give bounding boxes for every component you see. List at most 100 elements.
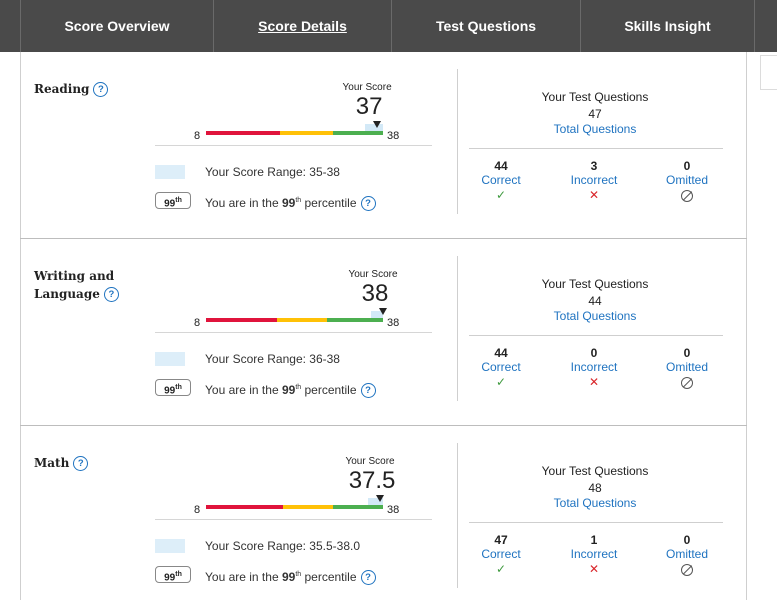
omitted-stat[interactable]: 0 Omitted (647, 159, 727, 206)
help-icon[interactable]: ? (73, 456, 89, 471)
bar-segment-mid (276, 318, 327, 322)
omit-icon (681, 564, 693, 576)
questions-divider (469, 148, 723, 149)
incorrect-count: 1 (590, 533, 598, 547)
correct-stat[interactable]: 47 Correct ✓ (461, 533, 541, 577)
section-title: Writing and Language? (34, 267, 119, 303)
tab-skills-insight[interactable]: Skills Insight (580, 0, 755, 52)
percentile-badge-suffix: th (175, 384, 182, 391)
bar-segment-mid (279, 131, 333, 135)
percentile-badge: 99th (155, 379, 191, 396)
percentile-badge: 99th (155, 192, 191, 209)
section-divider (457, 443, 458, 588)
total-questions-count: 48 (588, 481, 602, 495)
omit-icon (681, 190, 693, 202)
score-value: 37 (355, 93, 383, 120)
incorrect-icon-wrap: ✕ (554, 375, 634, 390)
score-marker-icon (376, 495, 385, 502)
help-icon[interactable]: ? (103, 287, 119, 302)
percentile-text: You are in the 99th percentile? (205, 568, 376, 586)
scale-axis-line (155, 332, 432, 333)
correct-stat[interactable]: 44 Correct ✓ (461, 159, 541, 203)
help-icon[interactable]: ? (360, 383, 376, 399)
tab-score-overview[interactable]: Score Overview (20, 0, 213, 52)
correct-count: 47 (494, 533, 508, 547)
correct-label[interactable]: Correct (481, 360, 521, 374)
x-icon: ✕ (588, 562, 600, 576)
side-scroll-stub (760, 55, 777, 90)
bar-segment-low (206, 318, 277, 322)
total-questions-link[interactable]: Total Questions (553, 122, 637, 136)
omitted-count: 0 (683, 159, 691, 173)
score-range-shade (371, 311, 383, 318)
questions-divider (469, 522, 723, 523)
x-icon: ✕ (588, 188, 600, 202)
incorrect-label[interactable]: Incorrect (570, 360, 618, 374)
x-icon: ✕ (588, 375, 600, 389)
correct-count: 44 (494, 159, 508, 173)
incorrect-label[interactable]: Incorrect (570, 547, 618, 561)
omitted-label[interactable]: Omitted (665, 360, 708, 374)
percentile-suffix: th (295, 197, 302, 204)
percentile-suffix: th (295, 384, 302, 391)
help-icon[interactable]: ? (93, 82, 109, 97)
score-marker-icon (373, 121, 382, 128)
omitted-label[interactable]: Omitted (665, 173, 708, 187)
percentile-number: 99 (281, 383, 296, 397)
section-title-line: Writing and (34, 269, 115, 283)
score-details-panel (20, 52, 747, 600)
percentile-prefix: You are in the (205, 383, 282, 397)
incorrect-label[interactable]: Incorrect (570, 173, 618, 187)
tab-label: Skills Insight (624, 18, 711, 34)
score-section (20, 239, 747, 426)
help-icon[interactable]: ? (360, 196, 376, 212)
omitted-stat[interactable]: 0 Omitted (647, 346, 727, 393)
correct-icon-wrap: ✓ (461, 562, 541, 577)
percentile-badge-suffix: th (175, 197, 182, 204)
incorrect-stat[interactable]: 1 Incorrect ✕ (554, 533, 634, 577)
score-value: 38 (361, 280, 389, 307)
your-score-label: Your Score (345, 456, 395, 467)
scale-axis-line (155, 145, 432, 146)
omitted-stat[interactable]: 0 Omitted (647, 533, 727, 580)
percentile-badge: 99th (155, 566, 191, 583)
scale-axis-line (155, 519, 432, 520)
scale-max-label: 38 (387, 130, 400, 142)
percentile-text: You are in the 99th percentile? (205, 381, 376, 399)
correct-label[interactable]: Correct (481, 173, 521, 187)
correct-count: 44 (494, 346, 508, 360)
percentile-word: percentile (301, 196, 357, 210)
incorrect-stat[interactable]: 3 Incorrect ✕ (554, 159, 634, 203)
range-legend-swatch (155, 165, 185, 179)
tab-label: Score Details (258, 18, 347, 34)
correct-icon-wrap: ✓ (461, 375, 541, 390)
total-questions-link[interactable]: Total Questions (553, 309, 637, 323)
total-questions-count: 47 (588, 107, 602, 121)
score-range-text: Your Score Range: 36-38 (205, 352, 340, 366)
tab-test-questions[interactable]: Test Questions (391, 0, 580, 52)
tab-score-details[interactable]: Score Details (213, 0, 391, 52)
total-questions-link[interactable]: Total Questions (553, 496, 637, 510)
score-range-text: Your Score Range: 35.5-38.0 (205, 539, 360, 553)
scale-min-label: 8 (194, 317, 201, 329)
correct-label[interactable]: Correct (481, 547, 521, 561)
incorrect-stat[interactable]: 0 Incorrect ✕ (554, 346, 634, 390)
percentile-prefix: You are in the (205, 570, 282, 584)
test-questions-title: Your Test Questions (541, 277, 649, 291)
scale-min-label: 8 (194, 130, 201, 142)
percentile-word: percentile (301, 570, 357, 584)
help-icon[interactable]: ? (360, 570, 376, 586)
section-divider (457, 256, 458, 401)
correct-stat[interactable]: 44 Correct ✓ (461, 346, 541, 390)
tab-label: Test Questions (435, 18, 537, 34)
omitted-label[interactable]: Omitted (665, 547, 708, 561)
incorrect-count: 0 (590, 346, 598, 360)
bar-segment-mid (282, 505, 333, 509)
check-icon: ✓ (495, 562, 507, 576)
bar-segment-low (206, 131, 280, 135)
scale-max-label: 38 (387, 317, 400, 329)
check-icon: ✓ (495, 188, 507, 202)
percentile-suffix: th (295, 571, 302, 578)
bar-segment-high (332, 505, 383, 509)
tab-label: Score Overview (64, 18, 170, 34)
